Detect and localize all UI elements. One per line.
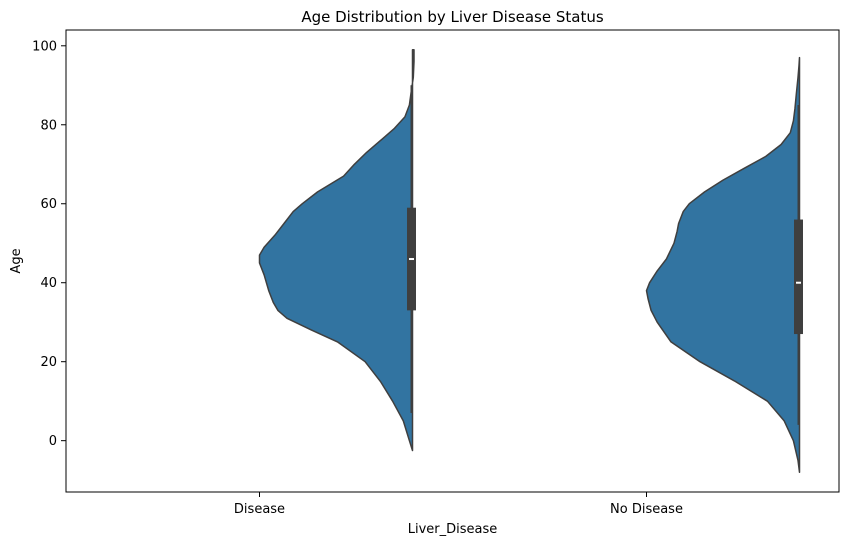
x-axis: Disease No Disease — [234, 492, 683, 517]
x-tick-label: No Disease — [610, 502, 683, 517]
x-tick-label: Disease — [234, 502, 285, 517]
plot-frame — [65, 29, 840, 493]
y-tick-label: 80 — [40, 118, 57, 133]
x-axis-label: Liver_Disease — [408, 522, 498, 537]
y-tick-label: 20 — [40, 355, 57, 370]
y-axis-label: Age — [9, 248, 24, 273]
plot-area — [258, 48, 803, 474]
y-tick-label: 40 — [40, 276, 57, 291]
y-tick-label: 60 — [40, 197, 57, 212]
chart-title: Age Distribution by Liver Disease Status — [301, 8, 604, 26]
violin-disease — [258, 48, 415, 452]
y-axis: 0 20 40 60 80 100 — [32, 39, 66, 449]
y-tick-label: 100 — [32, 39, 57, 54]
iqr-box — [794, 219, 803, 335]
violin-no-disease — [645, 56, 801, 474]
y-tick-label: 0 — [49, 434, 57, 449]
